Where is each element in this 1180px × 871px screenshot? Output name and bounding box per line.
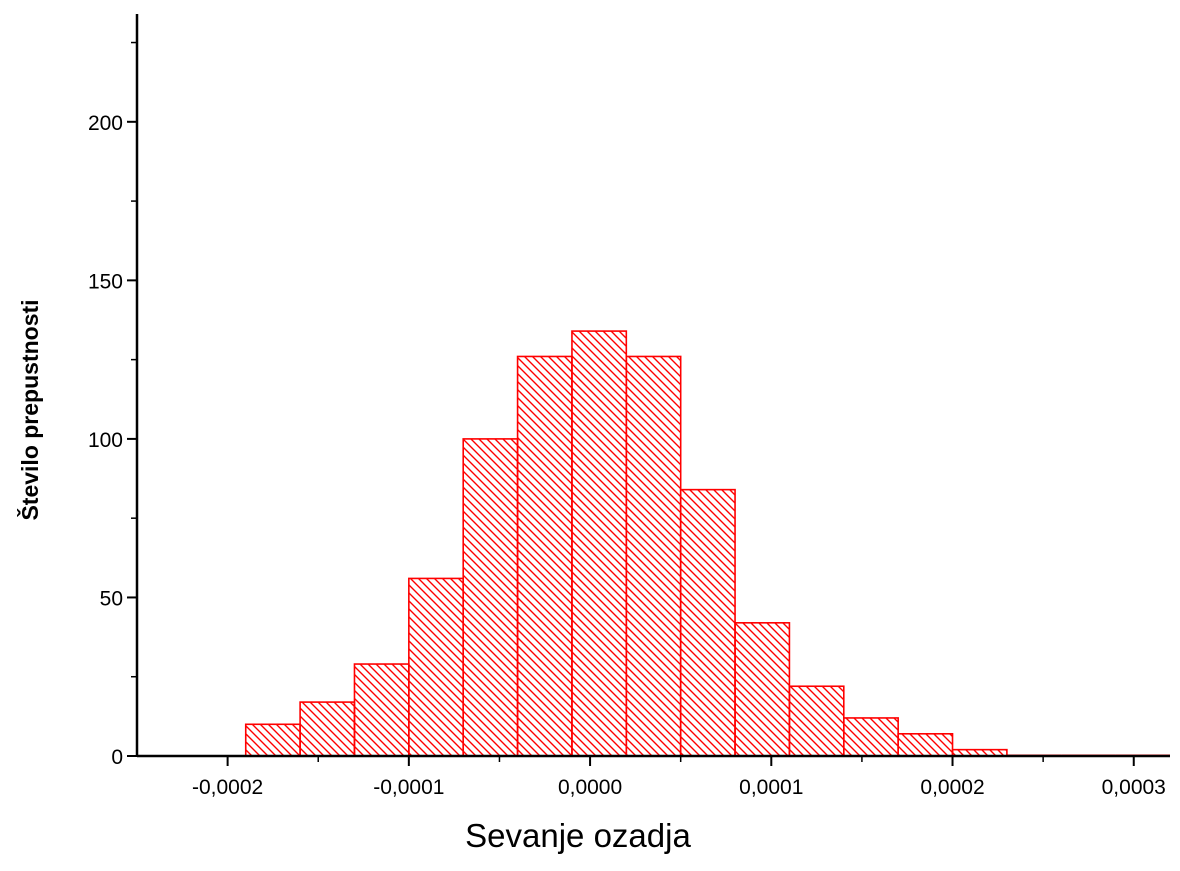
histogram-bar-5	[516, 355, 573, 757]
y-tick-label: 50	[100, 587, 123, 610]
x-tick-label: -0,0001	[373, 776, 444, 799]
histogram-bar-9	[734, 622, 791, 757]
histogram-bar-11	[842, 717, 899, 757]
x-axis-title: Sevanje ozadja	[465, 817, 691, 854]
y-tick-label: 200	[88, 112, 123, 135]
histogram-bar-3	[408, 577, 465, 757]
x-tick-label: 0,0000	[558, 776, 622, 799]
histogram-bar-6	[571, 330, 628, 757]
histogram-bars	[244, 330, 1170, 757]
x-tick-label: 0,0003	[1102, 776, 1166, 799]
histogram-bar-12	[897, 733, 954, 757]
x-tick-label: 0,0002	[920, 776, 984, 799]
histogram-bar-2	[353, 663, 410, 757]
x-tick-label: 0,0001	[739, 776, 803, 799]
histogram-bar-8	[679, 488, 736, 757]
histogram-bar-10	[788, 685, 845, 757]
chart-axes	[135, 14, 1170, 758]
histogram-bar-1	[299, 701, 356, 757]
histogram-bar-4	[462, 438, 519, 757]
y-tick-label: 0	[111, 746, 123, 769]
y-tick-label: 150	[88, 270, 123, 293]
histogram-bar-7	[625, 355, 682, 757]
y-axis-title: Število prepustnosti	[16, 299, 43, 520]
histogram-bar-0	[244, 723, 301, 757]
x-tick-label: -0,0002	[192, 776, 263, 799]
y-tick-label: 100	[88, 429, 123, 452]
axis-ticks: -0,0002 -0,0001 0,0000 0,0001 0,0002 0,0003 0 5…	[88, 41, 1166, 799]
